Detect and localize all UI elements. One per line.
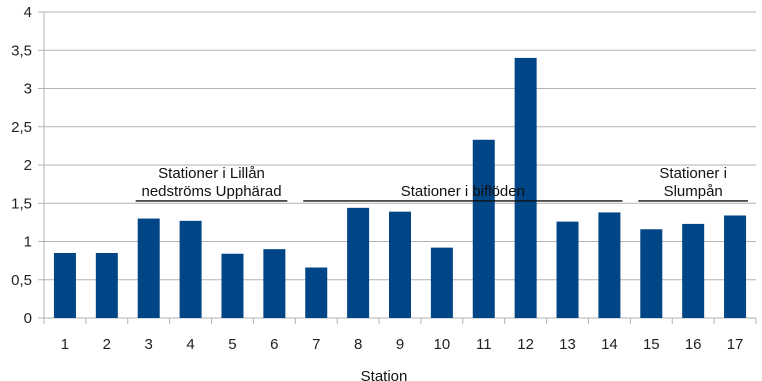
axes bbox=[43, 12, 757, 324]
x-tick-label: 17 bbox=[727, 336, 744, 353]
y-tick-label: 1,5 bbox=[11, 195, 32, 212]
bar-station-8 bbox=[347, 207, 370, 318]
x-tick-label: 13 bbox=[559, 336, 576, 353]
x-tick-label: 10 bbox=[434, 336, 451, 353]
annotation-text: Stationer i bbox=[659, 165, 727, 182]
x-tick-label: 5 bbox=[228, 336, 236, 353]
x-tick-label: 15 bbox=[643, 336, 660, 353]
annotation-text: Stationer i Lillån bbox=[158, 165, 265, 182]
x-tick-labels: 1 2 3 4 5 6 7 8 9 10 11 12 13 14 15 16 17 bbox=[61, 336, 744, 353]
annotation-text: Stationer i biflöden bbox=[401, 183, 525, 200]
x-tick-label: 16 bbox=[685, 336, 702, 353]
x-tick-label: 4 bbox=[186, 336, 194, 353]
bar-station-6 bbox=[263, 249, 286, 318]
bar-station-14 bbox=[598, 212, 621, 318]
bar-station-1 bbox=[53, 252, 76, 318]
bar-station-4 bbox=[179, 220, 202, 318]
y-tick-label: 4 bbox=[24, 4, 32, 21]
x-axis-label: Station bbox=[361, 368, 408, 381]
y-tick-label: 1 bbox=[24, 234, 32, 251]
bar-station-9 bbox=[389, 211, 411, 318]
x-tick-label: 7 bbox=[312, 336, 320, 353]
annotation-text: nedströms Upphärad bbox=[141, 183, 281, 200]
bar-station-17 bbox=[724, 215, 747, 318]
x-tick-label: 1 bbox=[61, 336, 69, 353]
bar-station-3 bbox=[137, 218, 160, 318]
x-tick-label: 12 bbox=[517, 336, 534, 353]
y-tick-label: 2,5 bbox=[11, 119, 32, 136]
bar-station-7 bbox=[305, 267, 328, 318]
bar-station-15 bbox=[640, 229, 663, 318]
bar-station-11 bbox=[472, 139, 495, 318]
bars bbox=[53, 57, 747, 319]
bar-station-5 bbox=[221, 253, 244, 318]
bar-station-10 bbox=[430, 247, 453, 318]
x-tick-label: 3 bbox=[145, 336, 153, 353]
y-tick-label: 3,5 bbox=[11, 42, 32, 59]
y-tick-label: 0 bbox=[24, 310, 32, 327]
y-tick-label: 2 bbox=[24, 157, 32, 174]
bar-station-2 bbox=[95, 252, 118, 318]
y-tick-labels: 0 0,5 1 1,5 2 2,5 3 3,5 4 bbox=[11, 4, 32, 327]
x-tick-label: 2 bbox=[103, 336, 111, 353]
x-tick-label: 8 bbox=[354, 336, 362, 353]
y-tick-label: 0,5 bbox=[11, 272, 32, 289]
bar-station-16 bbox=[682, 223, 705, 318]
bar-station-12 bbox=[514, 57, 537, 319]
x-tick-label: 6 bbox=[270, 336, 278, 353]
x-tick-label: 14 bbox=[601, 336, 618, 353]
annotation-text: Slumpån bbox=[664, 183, 723, 200]
y-tick-label: 3 bbox=[24, 81, 32, 98]
x-tick-label: 9 bbox=[396, 336, 404, 353]
bar-station-13 bbox=[556, 221, 579, 318]
x-tick-label: 11 bbox=[476, 336, 492, 353]
